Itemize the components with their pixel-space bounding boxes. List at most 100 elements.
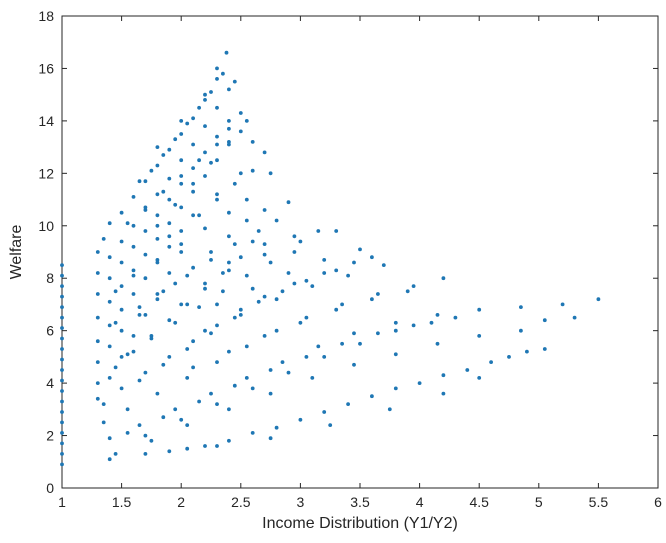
y-axis-label: Welfare	[8, 224, 25, 279]
data-point	[519, 305, 523, 309]
data-point	[101, 402, 106, 406]
data-point	[161, 362, 166, 367]
data-point	[209, 258, 213, 262]
data-point	[60, 347, 64, 351]
data-point	[441, 391, 446, 396]
data-point	[185, 273, 190, 278]
data-point	[232, 181, 237, 186]
data-point	[179, 174, 184, 178]
data-point	[161, 153, 166, 157]
data-point	[262, 334, 267, 338]
data-point	[155, 213, 160, 218]
data-point	[131, 195, 136, 199]
data-point	[215, 105, 219, 110]
data-point	[227, 260, 231, 265]
data-point	[137, 423, 142, 427]
data-point	[238, 111, 243, 115]
y-tick-label: 16	[38, 60, 54, 76]
data-point	[149, 438, 154, 443]
data-point	[221, 271, 225, 275]
data-point	[95, 396, 100, 401]
data-point	[191, 339, 196, 344]
data-point	[262, 294, 267, 299]
data-point	[376, 292, 380, 296]
data-point	[197, 399, 202, 404]
data-point	[161, 189, 166, 194]
data-point	[125, 221, 130, 226]
data-point	[137, 305, 142, 309]
data-point	[262, 208, 267, 212]
data-point	[185, 121, 190, 126]
data-point	[429, 320, 434, 325]
data-point	[107, 376, 112, 380]
data-point	[346, 402, 350, 406]
data-point	[227, 268, 231, 273]
data-point	[262, 150, 267, 155]
data-point	[507, 355, 511, 359]
data-point	[224, 50, 229, 55]
data-point	[60, 431, 64, 435]
data-point	[155, 192, 160, 197]
data-point	[143, 433, 148, 438]
data-point	[60, 294, 64, 299]
data-point	[179, 250, 184, 254]
data-point	[542, 347, 547, 351]
data-point	[203, 226, 207, 231]
y-tick-label: 18	[38, 8, 54, 24]
data-point	[179, 158, 184, 163]
data-point	[60, 368, 64, 372]
data-point	[119, 239, 124, 244]
data-point	[203, 174, 207, 178]
data-point	[227, 126, 231, 131]
data-point	[334, 307, 339, 312]
data-point	[60, 452, 64, 456]
data-point	[268, 171, 273, 176]
data-point	[227, 140, 231, 144]
data-point	[304, 278, 309, 283]
data-point	[560, 302, 565, 307]
data-point	[179, 181, 184, 186]
data-point	[316, 344, 321, 349]
data-point	[95, 381, 100, 385]
data-point	[191, 189, 196, 194]
data-point	[131, 349, 136, 354]
data-point	[352, 260, 356, 265]
x-tick-label: 2.5	[231, 494, 251, 510]
data-point	[107, 299, 112, 304]
data-point	[232, 315, 237, 320]
data-point	[340, 341, 344, 346]
data-point	[60, 399, 64, 404]
data-point	[60, 305, 64, 309]
data-point	[358, 247, 362, 252]
data-point	[262, 242, 267, 247]
data-point	[227, 210, 231, 215]
data-point	[489, 360, 493, 364]
data-point	[435, 341, 440, 346]
data-point	[60, 378, 64, 383]
data-point	[227, 234, 231, 239]
data-point	[161, 415, 166, 420]
data-point	[155, 237, 160, 241]
data-point	[137, 378, 142, 383]
data-point	[435, 313, 440, 317]
data-point	[119, 328, 124, 333]
data-point	[179, 417, 184, 422]
x-tick-label: 3.5	[350, 494, 370, 510]
data-point	[191, 213, 196, 218]
data-point	[60, 263, 64, 267]
data-point	[393, 386, 398, 391]
data-point	[107, 323, 112, 328]
x-tick-label: 2	[177, 494, 185, 510]
data-point	[119, 260, 124, 265]
data-point	[209, 250, 213, 254]
data-point	[60, 420, 64, 425]
data-point	[387, 407, 392, 412]
data-point	[411, 284, 416, 288]
data-point	[155, 297, 160, 302]
data-point	[227, 349, 231, 354]
data-point	[119, 355, 124, 359]
data-point	[322, 355, 327, 359]
data-point	[131, 223, 136, 228]
data-point	[179, 229, 184, 233]
data-point	[465, 368, 470, 372]
